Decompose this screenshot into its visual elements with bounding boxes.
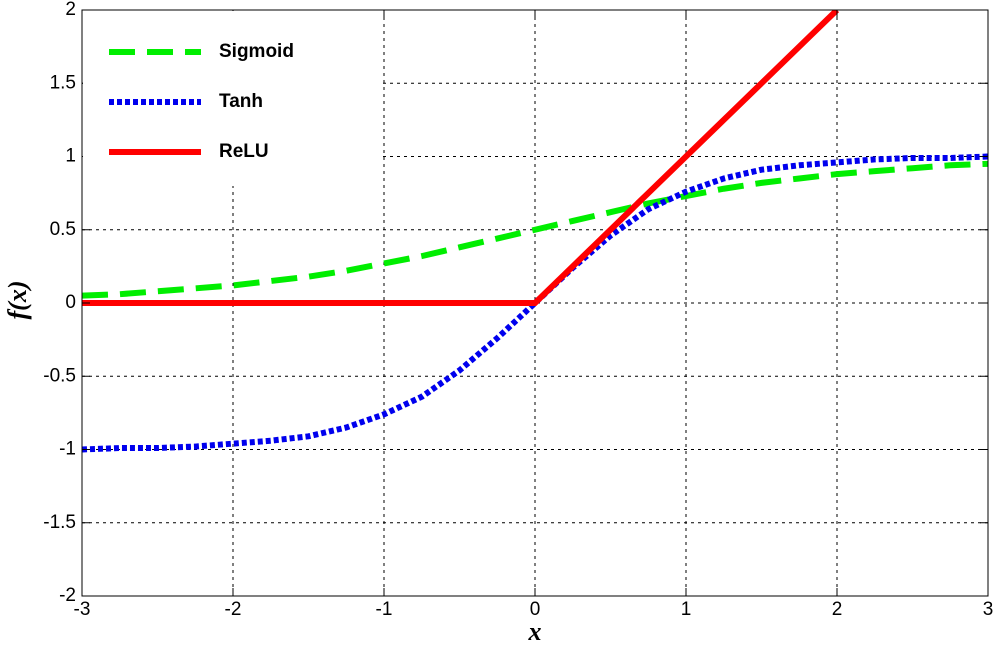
y-tick-label: -0.5 <box>43 365 76 386</box>
x-tick-label: -3 <box>74 599 91 620</box>
y-tick-label: 0.5 <box>50 219 76 240</box>
y-tick-label: 2 <box>65 0 76 20</box>
legend-label: Tanh <box>219 91 263 112</box>
y-tick-label: -2 <box>59 585 76 606</box>
x-tick-label: 0 <box>530 599 541 620</box>
y-tick-label: -1 <box>59 439 76 460</box>
x-tick-label: 3 <box>983 599 994 620</box>
legend-label: ReLU <box>219 141 269 162</box>
x-tick-label: -1 <box>376 599 393 620</box>
legend-box <box>83 11 383 186</box>
lines <box>82 10 988 453</box>
x-tick-label: 1 <box>681 599 692 620</box>
series-line <box>82 160 988 299</box>
y-tick-label: 0 <box>65 292 76 313</box>
legend: Sigmoid Tanh ReLU <box>83 11 383 186</box>
legend-label: Sigmoid <box>219 41 294 62</box>
y-axis-label: f(x) <box>3 281 32 320</box>
y-tick-label: 1 <box>65 146 76 167</box>
x-tick-label: -2 <box>225 599 242 620</box>
series-line <box>82 10 840 306</box>
y-tick-label: 1.5 <box>50 72 76 93</box>
x-tick-label: 2 <box>832 599 843 620</box>
y-tick-label: -1.5 <box>43 512 76 533</box>
x-axis-label: x <box>528 617 542 646</box>
